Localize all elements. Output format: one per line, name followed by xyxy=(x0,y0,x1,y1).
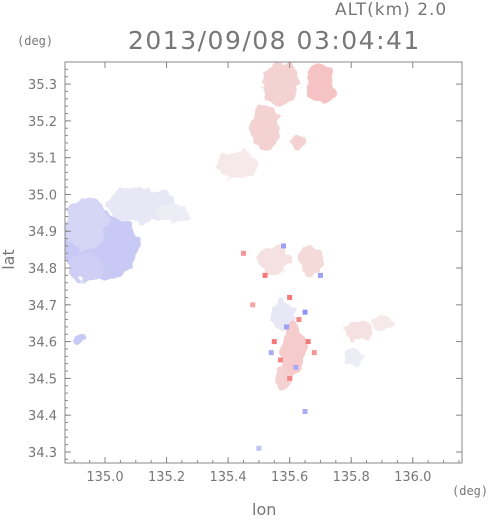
echo-speckle-3 xyxy=(287,294,293,300)
echo-region-11 xyxy=(345,321,370,340)
echo-speckle-1 xyxy=(281,243,287,249)
echo-region-6 xyxy=(261,62,299,107)
echo-speckle-2 xyxy=(240,250,246,256)
x-tick-label-4: 135.8 xyxy=(333,470,370,485)
x-tick-label-0: 135.0 xyxy=(86,470,123,485)
echo-speckle-9 xyxy=(293,364,299,370)
echo-speckle-5 xyxy=(296,317,302,323)
echo-region-15 xyxy=(280,323,306,375)
y-tick-label-5: 34.8 xyxy=(28,262,57,277)
echo-region-3 xyxy=(157,201,189,224)
echo-speckle-4 xyxy=(271,339,277,345)
x-tick-label-2: 135.4 xyxy=(209,470,246,485)
echo-region-13 xyxy=(346,345,362,368)
y-tick-label-7: 35.0 xyxy=(28,188,57,203)
echo-region-7 xyxy=(305,65,336,103)
echo-region-14 xyxy=(271,301,296,331)
altitude-label: ALT(km) 2.0 xyxy=(335,0,448,20)
y-tick-label-8: 35.1 xyxy=(28,152,57,167)
echo-speckle-17 xyxy=(311,350,317,356)
echo-speckle-16 xyxy=(268,350,274,356)
y-unit-label: (deg) xyxy=(17,34,54,48)
echo-speckle-13 xyxy=(250,302,256,308)
timestamp-title: 2013/09/08 03:04:41 xyxy=(128,26,421,55)
echo-speckle-7 xyxy=(305,339,311,345)
y-tick-label-6: 34.9 xyxy=(28,225,57,240)
echo-speckle-11 xyxy=(302,309,308,315)
y-tick-label-4: 34.7 xyxy=(28,299,57,314)
y-tick-label-3: 34.6 xyxy=(28,336,57,351)
x-unit-label: (deg) xyxy=(452,484,489,498)
echo-speckle-10 xyxy=(287,375,293,381)
y-tick-label-0: 34.3 xyxy=(28,446,57,461)
echo-speckle-14 xyxy=(302,408,308,414)
echo-speckle-0 xyxy=(262,272,268,278)
echo-region-16 xyxy=(275,367,292,390)
echo-speckle-12 xyxy=(317,272,323,278)
x-tick-label-1: 135.2 xyxy=(148,470,185,485)
echo-speckle-6 xyxy=(284,324,290,330)
echo-speckle-8 xyxy=(277,357,283,363)
x-axis-label: lon xyxy=(252,500,277,519)
echo-speckle-15 xyxy=(256,445,262,451)
plot-frame xyxy=(64,61,463,464)
echo-region-1 xyxy=(65,198,109,250)
echo-region-5 xyxy=(74,332,86,344)
echo-region-17 xyxy=(258,245,290,276)
echo-region-8 xyxy=(249,106,281,151)
echo-region-9 xyxy=(218,150,256,180)
y-tick-label-2: 34.5 xyxy=(28,372,57,387)
x-tick-label-5: 136.0 xyxy=(394,470,431,485)
x-tick-label-3: 135.6 xyxy=(271,470,308,485)
echo-region-12 xyxy=(369,317,395,329)
echo-region-4 xyxy=(68,253,106,283)
echo-region-18 xyxy=(298,245,324,276)
y-tick-label-10: 35.3 xyxy=(28,78,57,93)
y-tick-label-9: 35.2 xyxy=(28,115,57,130)
y-tick-label-1: 34.4 xyxy=(28,409,57,424)
echo-region-10 xyxy=(289,135,309,151)
